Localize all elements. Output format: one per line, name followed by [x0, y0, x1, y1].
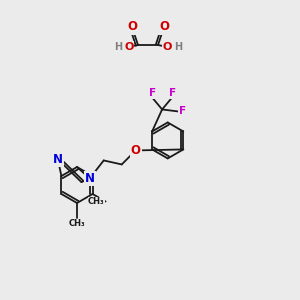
Text: O: O — [159, 20, 169, 34]
Text: F: F — [148, 88, 156, 98]
Text: O: O — [124, 42, 134, 52]
Text: H: H — [174, 42, 182, 52]
Text: H: H — [114, 42, 122, 52]
Text: O: O — [127, 20, 137, 34]
Text: CH₃: CH₃ — [69, 219, 85, 228]
Text: N: N — [85, 172, 95, 185]
Text: O: O — [162, 42, 172, 52]
Text: F: F — [178, 106, 186, 116]
Text: O: O — [131, 144, 141, 157]
Text: N: N — [53, 153, 63, 166]
Text: F: F — [169, 88, 176, 98]
Text: CH₃: CH₃ — [88, 197, 105, 206]
